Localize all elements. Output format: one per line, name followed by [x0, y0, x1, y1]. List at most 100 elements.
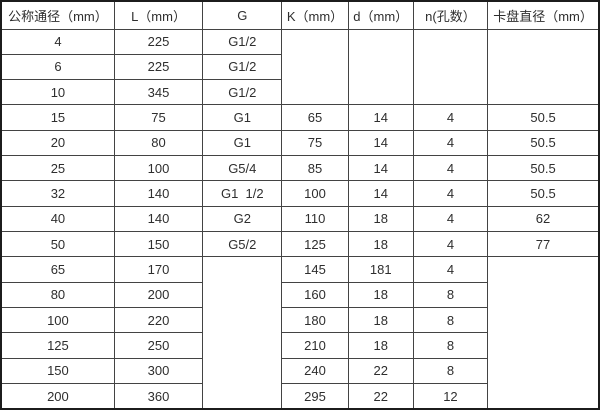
table-cell: 14	[347, 180, 414, 207]
table-cell: G1/2	[202, 79, 283, 106]
table-row: 6 225 G1/2	[0, 53, 599, 81]
table-cell: 4	[412, 129, 489, 157]
table-cell: 4	[412, 104, 489, 131]
table-cell: 50.5	[487, 129, 600, 157]
table-cell: 250	[113, 332, 204, 359]
table-cell: 4	[412, 256, 489, 283]
table-cell	[347, 28, 414, 106]
table-cell: 100	[281, 180, 349, 207]
table-cell: G2	[202, 205, 283, 233]
table-cell: 140	[113, 205, 204, 233]
table-cell: 125	[281, 231, 349, 258]
table-cell: 6	[0, 53, 115, 81]
table-cell: 65	[0, 256, 115, 283]
table-cell: 18	[347, 332, 414, 359]
table-cell: 8	[412, 281, 489, 309]
table-cell: 85	[281, 155, 349, 182]
table-cell	[202, 256, 283, 410]
table-cell: 360	[113, 383, 204, 410]
table-cell: 220	[113, 307, 204, 334]
table-cell: 50.5	[487, 104, 600, 131]
table-cell: 8	[412, 307, 489, 334]
table-row: 4 225 G1/2	[0, 28, 600, 106]
table-cell: 14	[347, 104, 414, 131]
column-header: d（mm）	[347, 0, 414, 30]
table-row: 20 80 G1 75 14 4 50.5	[0, 129, 600, 157]
table-cell: 300	[113, 357, 204, 385]
table-body: 4 225 G1/2 6 225 G1/2 10 345 G1/2 15 75 G1 65 14 4 50.5…	[0, 28, 600, 410]
table-row: 125 250 210 18 8	[0, 332, 599, 359]
table-row: 10 345 G1/2	[0, 79, 599, 106]
table-cell: 345	[113, 79, 204, 106]
table-cell	[487, 256, 600, 410]
table-cell: 8	[412, 357, 489, 385]
table-cell: G1 1/2	[202, 180, 283, 207]
table-cell: 150	[113, 231, 204, 258]
table-cell: G5/4	[202, 155, 283, 182]
table-cell: 18	[347, 307, 414, 334]
table-cell: G1	[202, 129, 283, 157]
table-cell: 18	[347, 231, 414, 258]
column-header: G	[202, 0, 283, 30]
column-header: K（mm）	[281, 0, 349, 30]
table-cell: 18	[347, 205, 414, 233]
table-cell	[412, 28, 489, 106]
table-cell: 240	[281, 357, 349, 385]
table-cell: 14	[347, 129, 414, 157]
table-cell: 4	[0, 28, 115, 55]
table-cell: 50.5	[487, 155, 600, 182]
table-cell: G1	[202, 104, 283, 131]
table-row: 25 100 G5/4 85 14 4 50.5	[0, 155, 600, 182]
table-cell: 180	[281, 307, 349, 334]
table-cell: 140	[113, 180, 204, 207]
table-row: 40 140 G2 110 18 4 62	[0, 205, 600, 233]
table-cell: G1/2	[202, 53, 283, 81]
table-cell: 75	[281, 129, 349, 157]
table-cell: 160	[281, 281, 349, 309]
table-cell	[281, 28, 349, 106]
table-cell: 40	[0, 205, 115, 233]
table-cell: 200	[0, 383, 115, 410]
table-cell: 4	[412, 205, 489, 233]
table-row: 15 75 G1 65 14 4 50.5	[0, 104, 600, 131]
table-cell: 25	[0, 155, 115, 182]
table-cell: 181	[347, 256, 414, 283]
header-row: 公称通径（mm） L（mm） G K（mm） d（mm） n(孔数） 卡盘直径（mm）	[0, 0, 600, 30]
column-header: 公称通径（mm）	[0, 0, 115, 30]
table-cell: 15	[0, 104, 115, 131]
table-cell: 80	[113, 129, 204, 157]
table-row: 65 170 145 181 4	[0, 256, 600, 410]
table-cell: 150	[0, 357, 115, 385]
table-row: 50 150 G5/2 125 18 4 77	[0, 231, 600, 258]
table-cell: 65	[281, 104, 349, 131]
table-cell: 20	[0, 129, 115, 157]
table-cell: 4	[412, 180, 489, 207]
table-cell: 100	[113, 155, 204, 182]
table-cell: 225	[113, 53, 204, 81]
table-cell: G1/2	[202, 28, 283, 55]
table-cell: 22	[347, 357, 414, 385]
table-cell: G5/2	[202, 231, 283, 258]
table-cell: 12	[412, 383, 489, 410]
column-header: L（mm）	[113, 0, 204, 30]
table-row: 100 220 180 18 8	[0, 307, 599, 334]
table-cell: 50	[0, 231, 115, 258]
table-cell: 145	[281, 256, 349, 283]
table-cell: 50.5	[487, 180, 600, 207]
table-cell: 18	[347, 281, 414, 309]
table-cell: 4	[412, 231, 489, 258]
table-cell: 200	[113, 281, 204, 309]
table-cell: 62	[487, 205, 600, 233]
table-row: 32 140 G1 1/2 100 14 4 50.5	[0, 180, 600, 207]
table-cell: 225	[113, 28, 204, 55]
table-cell: 210	[281, 332, 349, 359]
column-header: n(孔数）	[412, 0, 489, 30]
table-cell: 32	[0, 180, 115, 207]
table-cell	[487, 28, 600, 106]
table-row: 200 360 295 22 12	[0, 383, 599, 410]
column-header: 卡盘直径（mm）	[487, 0, 600, 30]
table-cell: 22	[347, 383, 414, 410]
table-cell: 4	[412, 155, 489, 182]
